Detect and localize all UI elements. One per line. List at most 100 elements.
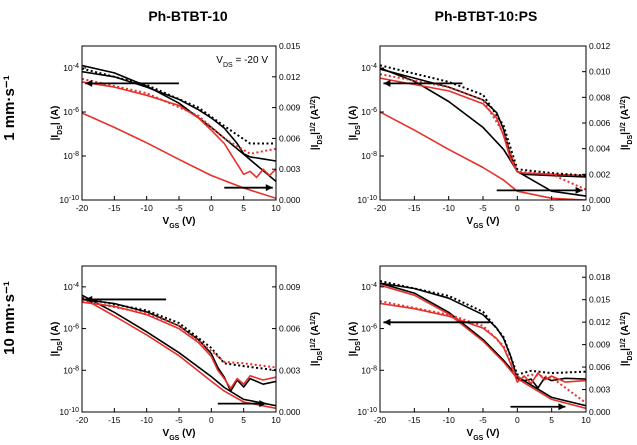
row-title: 10 mm·s⁻¹ xyxy=(1,281,18,355)
bias-annotation: VDS = -20 V xyxy=(216,55,268,69)
x-tick-label: 0 xyxy=(209,203,214,213)
column-title: Ph-BTBT-10:PS xyxy=(435,8,538,24)
y2-tick-label: 0.009 xyxy=(279,282,301,292)
x-axis-label: VGS (V) xyxy=(467,428,500,442)
sqrt-current-curve xyxy=(82,299,276,369)
y-tick-label: 10-10 xyxy=(59,195,79,206)
y-tick-label: 10-6 xyxy=(63,107,79,118)
x-tick-label: 5 xyxy=(241,203,246,213)
y2-tick-label: 0.010 xyxy=(589,67,611,77)
sqrt-current-curve xyxy=(82,77,276,155)
transfer-curve xyxy=(380,67,586,197)
sqrt-current-curve xyxy=(380,68,586,178)
y2-tick-label: 0.003 xyxy=(279,164,301,174)
y-tick-label: 10-4 xyxy=(361,63,377,74)
y2-tick-label: 0.012 xyxy=(589,41,611,51)
x-tick-label: -10 xyxy=(443,203,456,213)
x-tick-label: 5 xyxy=(241,415,246,425)
x-tick-label: 0 xyxy=(515,415,520,425)
y2-tick-label: 0.018 xyxy=(589,272,611,282)
series-group xyxy=(82,294,276,410)
sqrt-current-curve xyxy=(380,282,586,389)
x-tick-label: -5 xyxy=(175,415,183,425)
x-tick-label: -20 xyxy=(374,415,387,425)
y-tick-label: 10-6 xyxy=(361,107,377,118)
y2-tick-label: 0.009 xyxy=(589,340,611,350)
x-tick-label: -20 xyxy=(76,415,89,425)
y2-tick-label: 0.003 xyxy=(279,365,301,375)
x-tick-label: -5 xyxy=(175,203,183,213)
x-tick-label: -10 xyxy=(141,203,154,213)
sqrt-current-curve xyxy=(380,64,586,177)
y-axis-label: |IDS| (A) xyxy=(348,106,362,141)
y2-tick-label: 0.006 xyxy=(589,118,611,128)
y2-tick-label: 0.009 xyxy=(279,103,301,113)
x-tick-label: 10 xyxy=(581,203,591,213)
y2-tick-label: 0.000 xyxy=(589,407,611,417)
x-tick-label: 10 xyxy=(271,203,281,213)
y-tick-label: 10-10 xyxy=(59,407,79,418)
y-tick-label: 10-8 xyxy=(361,151,377,162)
sqrt-current-curve xyxy=(380,300,586,404)
plot-frame xyxy=(81,265,277,413)
y2-axis-label: |IDS|1/2 (A1/2) xyxy=(620,312,634,366)
y2-axis-label: |IDS|1/2 (A1/2) xyxy=(310,96,324,150)
x-tick-label: -20 xyxy=(374,203,387,213)
sqrt-current-curve xyxy=(82,70,276,162)
y2-tick-label: 0.015 xyxy=(589,295,611,305)
arrow-head xyxy=(259,400,267,408)
sqrt-current-curve xyxy=(82,81,276,179)
x-tick-label: 10 xyxy=(271,415,281,425)
x-tick-label: -5 xyxy=(479,415,487,425)
arrow-head xyxy=(85,295,93,303)
y-tick-label: 10-8 xyxy=(361,365,377,376)
x-tick-label: -20 xyxy=(76,203,89,213)
x-tick-label: 5 xyxy=(549,203,554,213)
y2-axis-label: |IDS|1/2 (A1/2) xyxy=(310,312,324,366)
x-tick-label: 5 xyxy=(549,415,554,425)
y2-tick-label: 0.006 xyxy=(589,362,611,372)
series-group xyxy=(82,64,276,200)
transfer-curve xyxy=(380,284,586,410)
transfer-curve xyxy=(82,297,276,410)
y2-tick-label: 0.002 xyxy=(589,169,611,179)
x-tick-label: 10 xyxy=(581,415,591,425)
chart-panel: -20 -15 -10 -5 0 5 10 10-10 10-8 10-6 10-4 0.000 0.0… xyxy=(348,41,634,230)
y2-tick-label: 0.006 xyxy=(279,324,301,334)
x-axis-label: VGS (V) xyxy=(163,216,196,230)
x-tick-label: 0 xyxy=(515,203,520,213)
transfer-curve xyxy=(82,294,276,407)
y-tick-label: 10-8 xyxy=(63,151,79,162)
sqrt-current-curve xyxy=(82,301,276,390)
chart-panel: -20 -15 -10 -5 0 5 10 10-10 10-8 10-6 10-4 0.000 0.0… xyxy=(348,265,634,442)
arrow-head xyxy=(265,184,273,192)
y2-tick-label: 0.004 xyxy=(589,144,611,154)
y-tick-label: 10-10 xyxy=(357,195,377,206)
y-tick-label: 10-4 xyxy=(63,63,79,74)
sqrt-current-curve xyxy=(82,67,276,145)
column-title: Ph-BTBT-10 xyxy=(148,8,228,24)
y2-tick-label: 0.006 xyxy=(279,133,301,143)
row-title: 1 mm·s⁻¹ xyxy=(1,75,18,140)
x-tick-label: -10 xyxy=(443,415,456,425)
y-axis-label: |IDS| (A) xyxy=(50,106,64,141)
y-tick-label: 10-4 xyxy=(361,281,377,292)
arrow-head xyxy=(383,79,391,87)
arrow-head xyxy=(558,403,566,411)
x-tick-label: -15 xyxy=(108,203,121,213)
arrow-head xyxy=(85,79,93,87)
arrow-head xyxy=(383,318,391,326)
transfer-curve xyxy=(380,111,586,200)
y-tick-label: 10-6 xyxy=(63,323,79,334)
y-tick-label: 10-10 xyxy=(357,407,377,418)
series-group xyxy=(380,280,586,410)
y2-tick-label: 0.012 xyxy=(279,72,301,82)
x-tick-label: -5 xyxy=(479,203,487,213)
sqrt-current-curve xyxy=(380,280,586,376)
sqrt-current-curve xyxy=(380,73,586,191)
x-tick-label: 0 xyxy=(209,415,214,425)
y-axis-label: |IDS| (A) xyxy=(348,322,362,357)
y-tick-label: 10-8 xyxy=(63,365,79,376)
x-tick-label: -15 xyxy=(108,415,121,425)
y2-tick-label: 0.003 xyxy=(589,385,611,395)
